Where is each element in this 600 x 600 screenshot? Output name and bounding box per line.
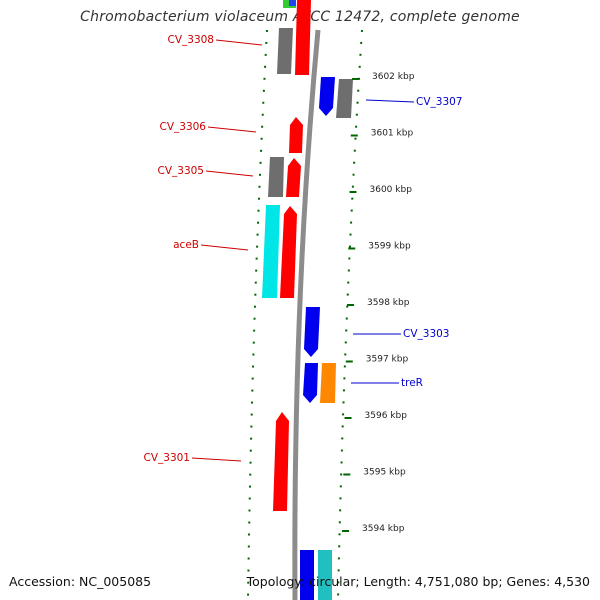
gene-aceb-cyan [262, 205, 280, 298]
genome-summary-text: Topology: circular; Length: 4,751,080 bp… [246, 574, 590, 589]
gene-label-trer[interactable]: treR [401, 377, 423, 389]
gene-label-cv-3303[interactable]: CV_3303 [403, 328, 450, 340]
gene-label-cv-3306[interactable]: CV_3306 [160, 121, 207, 133]
gene-bottom-blue [300, 550, 314, 600]
gene-cv3306-red [289, 117, 303, 153]
kbp-tick-label: 3596 kbp [365, 411, 408, 421]
gene-cv3305-red [286, 158, 301, 197]
gene-aceb-red [280, 206, 297, 298]
gene-label-cv-3305[interactable]: CV_3305 [158, 165, 205, 177]
kbp-tick-label: 3595 kbp [363, 468, 406, 478]
kbp-tick-label: 3599 kbp [368, 242, 411, 252]
accession-text: Accession: NC_005085 [9, 574, 152, 589]
gene-leader-line [200, 244, 249, 251]
gene-leader-line [191, 457, 242, 462]
gene-label-cv-3301[interactable]: CV_3301 [144, 452, 191, 464]
outer-dotted-ring-left [247, 29, 268, 600]
gene-cv3307-grey [336, 79, 353, 118]
gene-cv3307-blue [319, 77, 335, 116]
kbp-tick-label: 3602 kbp [372, 72, 415, 82]
gene-cv3308-grey [277, 28, 293, 74]
genome-backbone [292, 29, 321, 600]
gene-block-top-blue [289, 0, 296, 6]
kbp-tick-label: 3601 kbp [371, 129, 414, 139]
gene-cv3303-blue [304, 307, 320, 357]
kbp-tick-label: 3598 kbp [367, 298, 410, 308]
kbp-scale: 3602 kbp 3601 kbp 3600 kbp 3599 kbp 3598 kbp… [342, 72, 415, 534]
gene-cv3309-red [295, 0, 311, 75]
gene-label-cv-3307[interactable]: CV_3307 [416, 96, 463, 108]
gene-trer-blue [303, 363, 318, 403]
gene-label-aceb[interactable]: aceB [173, 239, 199, 251]
gene-labels: CV_3308 CV_3306 CV_3305 aceB CV_3301 CV_3307 C… [144, 34, 463, 464]
gene-cv3301-red [273, 412, 289, 511]
gene-leader-line [207, 126, 257, 133]
gene-leader-line [215, 39, 263, 46]
gene-leader-line [365, 99, 415, 103]
gene-trer-orange [320, 363, 336, 403]
gene-leader-line [205, 170, 254, 177]
gene-label-cv-3308[interactable]: CV_3308 [168, 34, 215, 46]
kbp-tick-label: 3597 kbp [366, 355, 409, 365]
gene-cv3305-grey [268, 157, 284, 197]
gene-bottom-teal [318, 550, 332, 600]
kbp-tick-label: 3594 kbp [362, 524, 405, 534]
kbp-tick-label: 3600 kbp [370, 185, 413, 195]
